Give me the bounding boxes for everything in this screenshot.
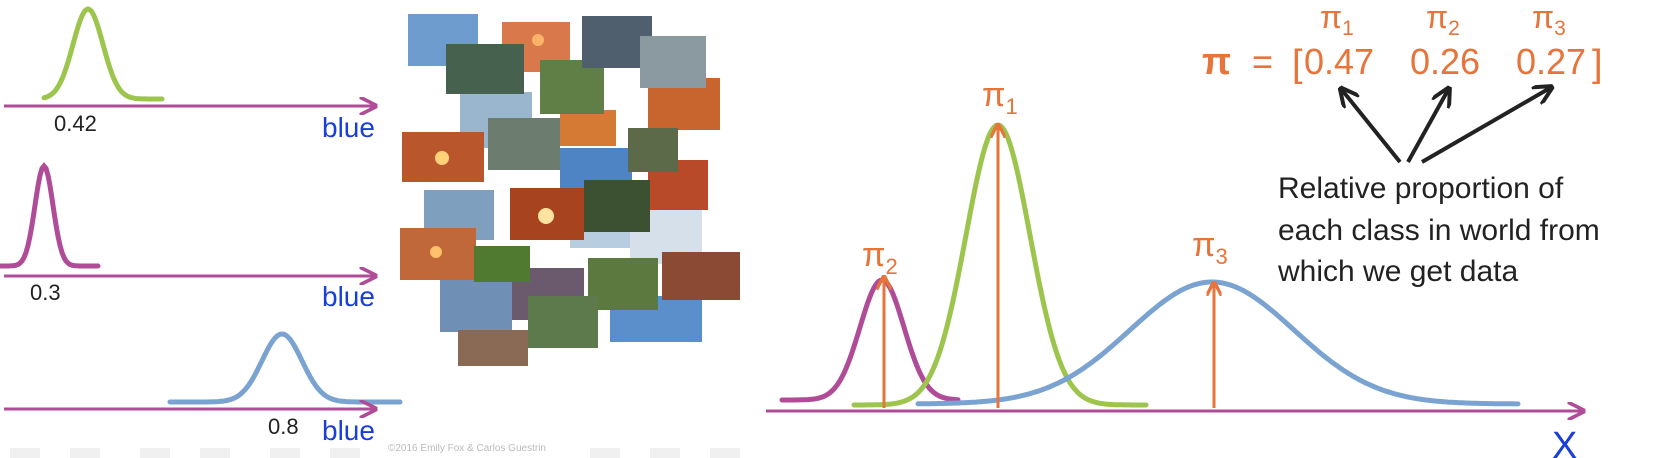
photo-forest	[540, 60, 604, 114]
photo-forest	[584, 180, 650, 232]
class-curve-panel-2: 0.3 blue	[0, 162, 375, 312]
photo-forest	[488, 118, 560, 170]
formula-value-pi2: 0.26	[1410, 41, 1480, 82]
formula-equals: =	[1252, 41, 1273, 82]
pointer-arrow-pi1	[1342, 90, 1402, 164]
sun-glow	[430, 246, 442, 258]
sun-glow	[435, 151, 449, 165]
sun-glow	[532, 34, 544, 46]
footer-band: ©2016 Emily Fox & Carlos Guestrin	[10, 443, 740, 458]
formula-header-pi3: π3	[1532, 0, 1566, 40]
peak-label-1: 0.42	[54, 111, 97, 136]
formula-value-pi3: 0.27	[1516, 41, 1586, 82]
green-gaussian-curve	[41, 6, 165, 102]
formula-value-pi1: 0.47	[1304, 41, 1374, 82]
photo-forest	[640, 36, 706, 88]
photo-sky	[440, 280, 512, 332]
photo-sunset	[458, 330, 528, 366]
peak-label-2: 0.3	[30, 280, 61, 305]
axis-label-blue-2: blue	[322, 281, 375, 312]
photo-forest	[588, 258, 658, 310]
class-curve-panel-1: 0.42 blue	[4, 6, 375, 143]
mixture-panel: X π1 π2 π3	[766, 76, 1582, 458]
mixture-magenta-curve	[779, 277, 961, 403]
left-panel: 0.42 blue 0.3 blue 0.8 blue	[0, 6, 403, 446]
explanation-line-3: which we get data	[1277, 255, 1518, 288]
formula-close-bracket: ]	[1592, 43, 1603, 85]
photo-collage	[400, 14, 740, 366]
magenta-gaussian-curve	[0, 162, 101, 269]
pointer-arrow-pi2	[1406, 90, 1448, 163]
peak-label-3: 0.8	[268, 414, 299, 439]
pi1-label: π1	[982, 76, 1018, 119]
axis-label-blue-3: blue	[322, 415, 375, 446]
photo-forest	[446, 44, 524, 94]
photo-sunset	[662, 252, 740, 300]
photo-forest	[474, 246, 530, 282]
photo-forest	[628, 128, 678, 172]
class-curve-panel-3: 0.8 blue	[4, 331, 403, 446]
pi-vector-formula: π1 π2 π3 π = [ 0.47 0.26 0.27 ]	[1202, 0, 1603, 164]
formula-header-pi1: π1	[1320, 0, 1354, 40]
explanation-line-2: each class in world from	[1278, 214, 1600, 247]
formula-pi-symbol: π	[1202, 41, 1231, 83]
formula-header-pi2: π2	[1426, 0, 1460, 40]
pi2-label: π2	[862, 236, 898, 279]
pointer-arrow-pi3	[1420, 88, 1550, 164]
explanation-text: Relative proportion of each class in wor…	[1277, 172, 1600, 288]
formula-open-bracket: [	[1292, 43, 1303, 85]
mixture-blue-curve	[915, 279, 1521, 407]
blue-gaussian-curve	[167, 331, 403, 405]
photo-sunset	[560, 110, 616, 146]
photo-forest	[528, 296, 598, 348]
copyright-text: ©2016 Emily Fox & Carlos Guestrin	[388, 443, 546, 454]
x-axis-label: X	[1552, 425, 1577, 458]
pi3-label: π3	[1192, 226, 1228, 269]
axis-label-blue-1: blue	[322, 112, 375, 143]
sun-glow	[538, 208, 554, 224]
mixture-green-curve	[851, 122, 1149, 408]
explanation-line-1: Relative proportion of	[1278, 172, 1564, 205]
